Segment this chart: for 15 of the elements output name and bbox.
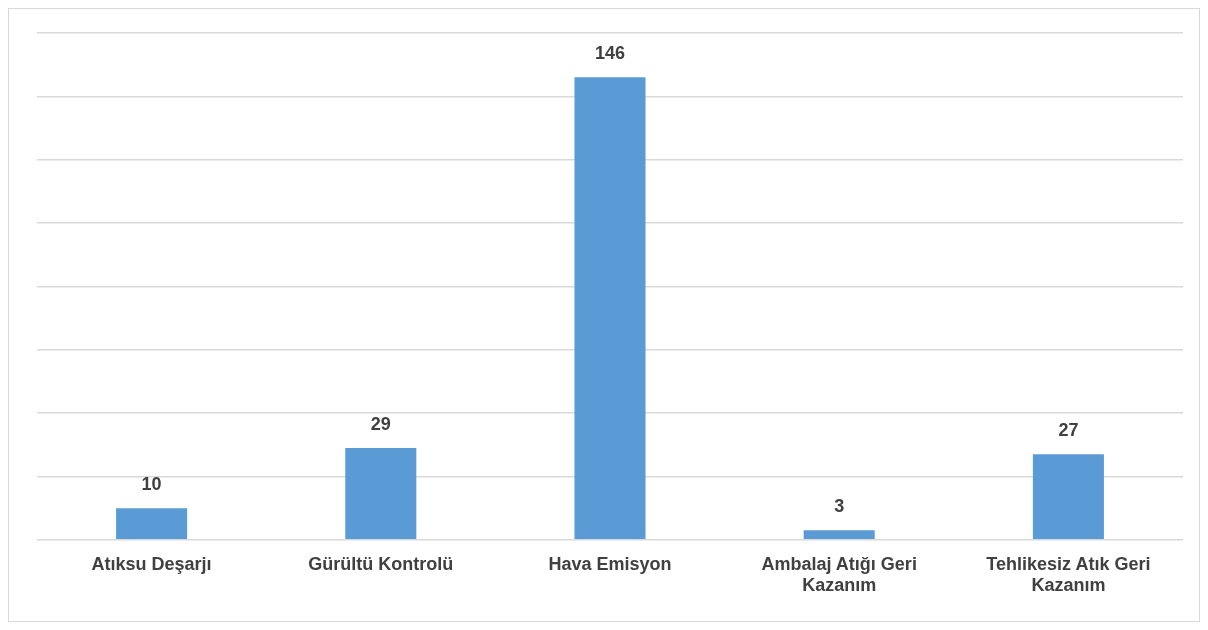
x-tick-label: Tehlikesiz Atık Geri Kazanım: [986, 553, 1151, 596]
bar: [116, 508, 188, 540]
bar: [574, 77, 646, 540]
x-tick-label: Gürültü Kontrolü: [308, 553, 454, 574]
data-label: 10: [141, 474, 162, 495]
x-tick-label: Atıksu Deşarjı: [91, 553, 212, 574]
data-label: 146: [594, 43, 626, 64]
x-tick-label: Ambalaj Atığı Geri Kazanım: [761, 553, 917, 596]
data-label: 29: [370, 413, 391, 434]
bar: [1032, 454, 1104, 540]
data-label: 27: [1058, 420, 1079, 441]
bar: [345, 447, 417, 540]
data-label: 3: [834, 496, 845, 517]
bar: [803, 530, 875, 540]
x-tick-label: Hava Emisyon: [548, 553, 672, 574]
